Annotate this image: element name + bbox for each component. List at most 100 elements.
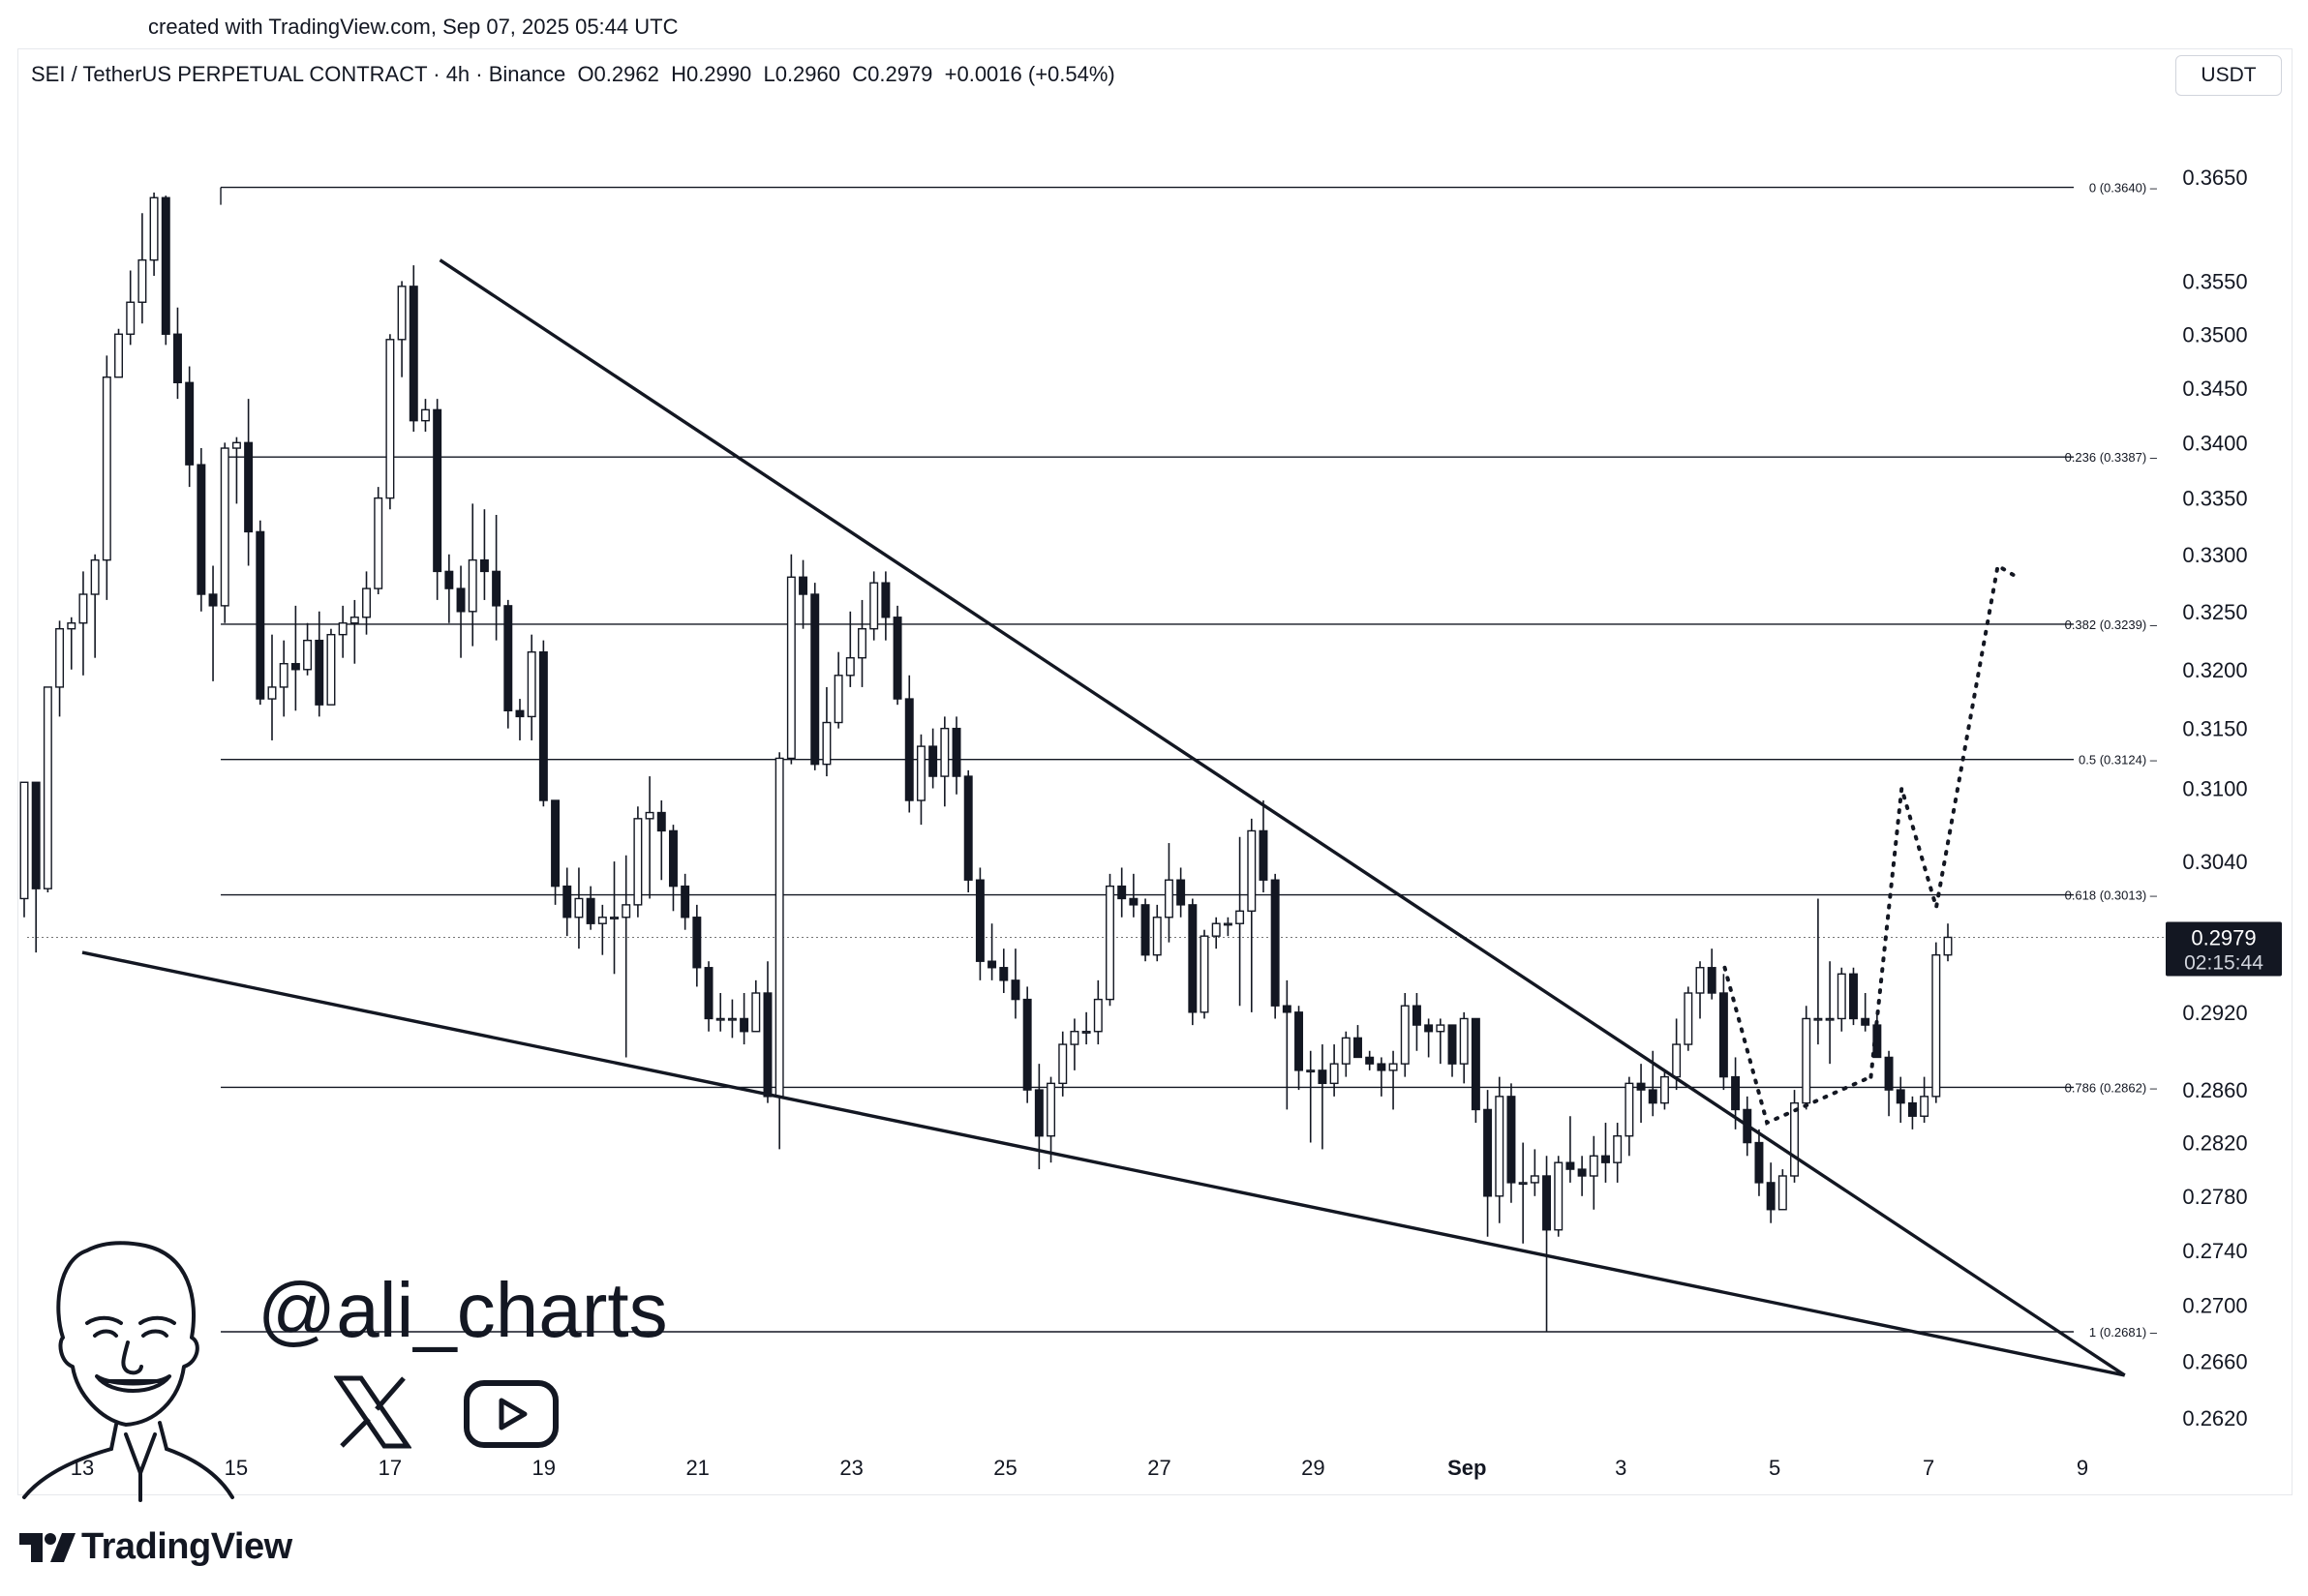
candle-down	[1318, 1069, 1327, 1085]
candle-down	[904, 698, 914, 801]
x-tick-label: 23	[839, 1456, 863, 1480]
candle-down	[1022, 998, 1032, 1091]
trendlines	[81, 258, 2126, 1377]
candle-up	[1081, 1031, 1091, 1034]
candle-down	[1270, 879, 1280, 1007]
candle-down	[987, 960, 997, 969]
candle-down	[1907, 1101, 1917, 1117]
candle-down	[999, 967, 1009, 981]
candle-up	[1152, 917, 1162, 956]
candle-up	[1530, 1175, 1539, 1184]
candle-up	[1058, 1043, 1068, 1085]
candle-down	[799, 576, 808, 595]
youtube-icon[interactable]	[463, 1379, 560, 1449]
candle-down	[315, 639, 324, 706]
candle-up	[751, 992, 761, 1033]
current-price-value: 0.2979	[2191, 925, 2256, 949]
candle-up	[1813, 1017, 1823, 1021]
candle-down	[740, 1017, 749, 1033]
tradingview-logo-text: TradingView	[81, 1526, 292, 1567]
candle-down	[515, 709, 525, 718]
avatar-caricature	[22, 1241, 234, 1502]
candle-down	[1034, 1089, 1044, 1137]
candle-down	[562, 885, 572, 918]
candle-down	[681, 885, 690, 918]
candle-up	[1093, 998, 1103, 1033]
candle-up	[397, 286, 407, 341]
y-tick-label: 0.2700	[2182, 1294, 2247, 1318]
candle-up	[1211, 922, 1221, 937]
candle-down	[1259, 829, 1268, 881]
symbol-ohlc-legend[interactable]: SEI / TetherUS PERPETUAL CONTRACT · 4h ·…	[31, 62, 1115, 86]
candle-down	[31, 781, 41, 889]
candle-up	[126, 301, 136, 335]
y-tick-label: 0.3550	[2182, 269, 2247, 293]
candle-down	[692, 917, 702, 969]
candle-up	[149, 196, 159, 261]
x-tick-label: Sep	[1447, 1456, 1486, 1480]
fib-level-label: 1 (0.2681) –	[2089, 1325, 2158, 1340]
candle-up	[834, 675, 843, 724]
candle-down	[1766, 1182, 1776, 1211]
candle-down	[893, 617, 902, 700]
candle-up	[1459, 1017, 1469, 1065]
candle-up	[1625, 1082, 1634, 1137]
candle-down	[763, 992, 773, 1098]
candle-down	[586, 897, 595, 924]
projection-path	[1722, 562, 2016, 1126]
candle-down	[1754, 1141, 1764, 1184]
candle-down	[1884, 1056, 1894, 1091]
candle-up	[1777, 1175, 1787, 1211]
candle-up	[137, 258, 147, 303]
candle-up	[279, 663, 288, 688]
candle-up	[869, 582, 879, 630]
candle-up	[1659, 1075, 1669, 1104]
candle-down	[538, 650, 548, 801]
candle-up	[362, 587, 371, 618]
y-tick-label: 0.2860	[2182, 1078, 2247, 1102]
candle-up	[1589, 1155, 1598, 1177]
x-logo-icon[interactable]	[334, 1374, 411, 1450]
x-tick-label: 7	[1923, 1456, 1934, 1480]
currency-button[interactable]: USDT	[2175, 55, 2282, 96]
x-tick-label: 9	[2077, 1456, 2088, 1480]
candle-up	[1341, 1037, 1351, 1065]
candle-up	[858, 627, 866, 659]
candle-up	[916, 745, 926, 801]
candle-up	[19, 781, 29, 900]
trendline-lower[interactable]	[81, 950, 2126, 1377]
candle-up	[349, 617, 359, 624]
candle-down	[503, 605, 513, 711]
candle-up	[1329, 1063, 1339, 1085]
candle-up	[420, 408, 430, 422]
candle-down	[1601, 1155, 1610, 1163]
y-tick-label: 0.3400	[2182, 431, 2247, 455]
candle-countdown: 02:15:44	[2184, 951, 2263, 974]
candle-up	[338, 622, 348, 636]
trendline-upper[interactable]	[439, 258, 2126, 1377]
y-axis-ticks: 0.3650 0.3550 0.3500 0.3450 0.3400 0.3350 0.33…	[2182, 166, 2247, 1430]
chart-frame	[17, 48, 2293, 1495]
y-tick-label: 0.3350	[2182, 487, 2247, 511]
candle-up	[1247, 829, 1257, 913]
tradingview-logo[interactable]: TradingView	[19, 1526, 292, 1568]
x-tick-label: 15	[225, 1456, 248, 1480]
candle-down	[1117, 885, 1127, 900]
candles	[19, 192, 1953, 1333]
candle-down	[1565, 1161, 1575, 1170]
y-tick-label: 0.2740	[2182, 1239, 2247, 1263]
candle-up	[1070, 1031, 1079, 1045]
candle-down	[1140, 904, 1150, 956]
candle-down	[1424, 1024, 1434, 1033]
candle-up	[231, 441, 241, 449]
candle-up	[1920, 1096, 1929, 1117]
candle-down	[479, 558, 489, 573]
candle-up	[1518, 1182, 1528, 1186]
x-tick-label: 3	[1615, 1456, 1626, 1480]
candle-up	[1790, 1101, 1800, 1177]
candle-up	[1106, 885, 1114, 1001]
candle-down	[551, 799, 561, 888]
candle-up	[67, 622, 76, 630]
fib-level-label: 0 (0.3640) –	[2089, 181, 2158, 196]
